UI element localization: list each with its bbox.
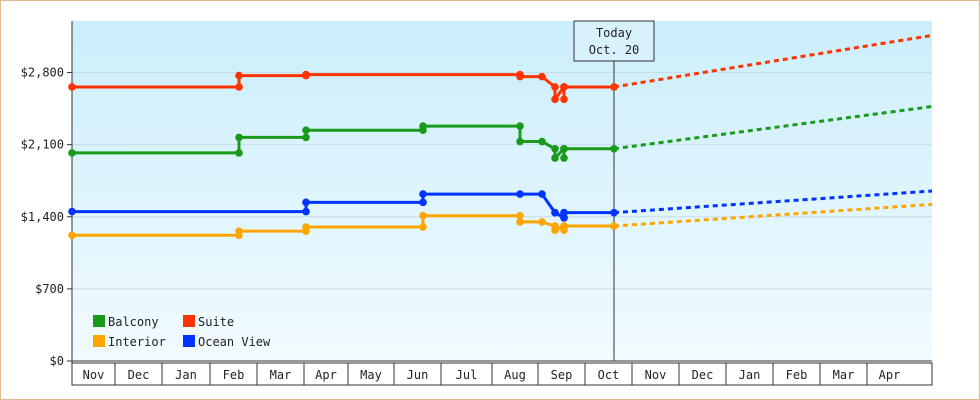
data-point-interior (419, 223, 427, 231)
data-point-balcony (538, 137, 546, 146)
legend-swatch-ocean-view (183, 335, 195, 347)
data-point-ocean-view (302, 207, 310, 216)
x-tick-label: Nov (645, 368, 667, 382)
data-point-suite (235, 83, 243, 91)
x-tick-label: Apr (879, 368, 901, 382)
x-tick-label: Aug (504, 368, 526, 382)
plot-area (72, 21, 932, 361)
data-point-balcony (551, 144, 559, 153)
data-point-balcony (235, 149, 243, 157)
legend-swatch-interior (93, 335, 105, 347)
data-point-suite (235, 71, 243, 80)
data-point-ocean-view (302, 198, 310, 207)
data-point-balcony (551, 154, 559, 162)
legend-swatch-balcony (93, 315, 105, 327)
data-point-suite (560, 95, 568, 104)
data-point-ocean-view (68, 207, 76, 216)
forecast-line-ocean-view (613, 189, 933, 215)
data-point-interior (551, 226, 559, 234)
data-point-balcony (68, 149, 76, 157)
y-tick-label: $2,100 (21, 138, 64, 152)
data-point-balcony (419, 122, 427, 130)
data-point-suite (560, 83, 568, 91)
data-point-interior (560, 222, 568, 230)
data-point-interior (68, 231, 76, 240)
legend-label-interior: Interior (108, 335, 166, 349)
y-tick-label: $2,800 (21, 66, 64, 80)
legend: Balcony Suite Interior Ocean View (93, 315, 271, 349)
data-point-ocean-view (419, 198, 427, 207)
data-point-suite (538, 72, 546, 81)
data-point-ocean-view (551, 208, 559, 217)
x-tick-label: Sep (551, 368, 573, 382)
data-point-interior (302, 223, 310, 231)
forecast-line-interior (613, 202, 933, 228)
data-point-interior (516, 218, 524, 226)
x-tick-label: Nov (83, 368, 105, 382)
x-tick-label: Jan (739, 368, 761, 382)
data-point-balcony (560, 144, 568, 153)
data-point-suite (516, 72, 524, 81)
x-tick-label: Mar (270, 368, 292, 382)
data-point-ocean-view (538, 190, 546, 198)
x-tick-label: Jun (407, 368, 429, 382)
data-point-suite (551, 83, 559, 91)
x-tick-label: Jan (175, 368, 197, 382)
legend-label-balcony: Balcony (108, 315, 159, 329)
x-axis-band (71, 362, 933, 386)
x-tick-label: Feb (223, 368, 245, 382)
data-point-balcony (302, 126, 310, 135)
y-tick-label: $1,400 (21, 210, 64, 224)
x-tick-label: Dec (692, 368, 714, 382)
y-tick-label: $700 (35, 282, 64, 296)
data-point-balcony (516, 137, 524, 146)
data-point-interior (235, 227, 243, 235)
today-marker: Today Oct. 20 (573, 20, 655, 361)
x-tick-label: Jul (456, 368, 478, 382)
data-point-balcony (235, 133, 243, 142)
x-tick-label: May (360, 368, 382, 382)
y-grid (72, 72, 932, 290)
legend-swatch-suite (183, 315, 195, 327)
x-tick-label: Feb (786, 368, 808, 382)
x-tick-label: Apr (315, 368, 337, 382)
x-axis: Nov Dec Jan Feb Mar Apr May Jun Jul Aug Sep Oct Nov D… (71, 360, 933, 386)
data-point-suite (302, 70, 310, 79)
x-tick-label: Mar (833, 368, 855, 382)
series-line-balcony (72, 124, 614, 160)
data-point-suite (68, 83, 76, 91)
x-tick-label: Dec (128, 368, 150, 382)
series-lines (68, 33, 933, 240)
data-point-ocean-view (516, 190, 524, 198)
data-point-ocean-view (560, 208, 568, 217)
today-box (573, 20, 655, 62)
today-label: Oct. 20 (589, 43, 640, 57)
legend-label-suite: Suite (198, 315, 234, 329)
data-point-suite (551, 95, 559, 104)
data-point-interior (419, 211, 427, 220)
x-tick-label: Oct (598, 368, 620, 382)
y-axis: $0 $700 $1,400 $2,100 $2,800 (21, 21, 73, 385)
data-point-ocean-view (419, 190, 427, 198)
data-point-balcony (560, 154, 568, 162)
data-point-balcony (302, 133, 310, 142)
data-point-interior (516, 211, 524, 220)
y-tick-label: $0 (50, 354, 64, 368)
data-point-balcony (516, 122, 524, 130)
today-label: Today (596, 26, 632, 40)
data-point-interior (538, 218, 546, 226)
legend-label-ocean-view: Ocean View (198, 335, 271, 349)
